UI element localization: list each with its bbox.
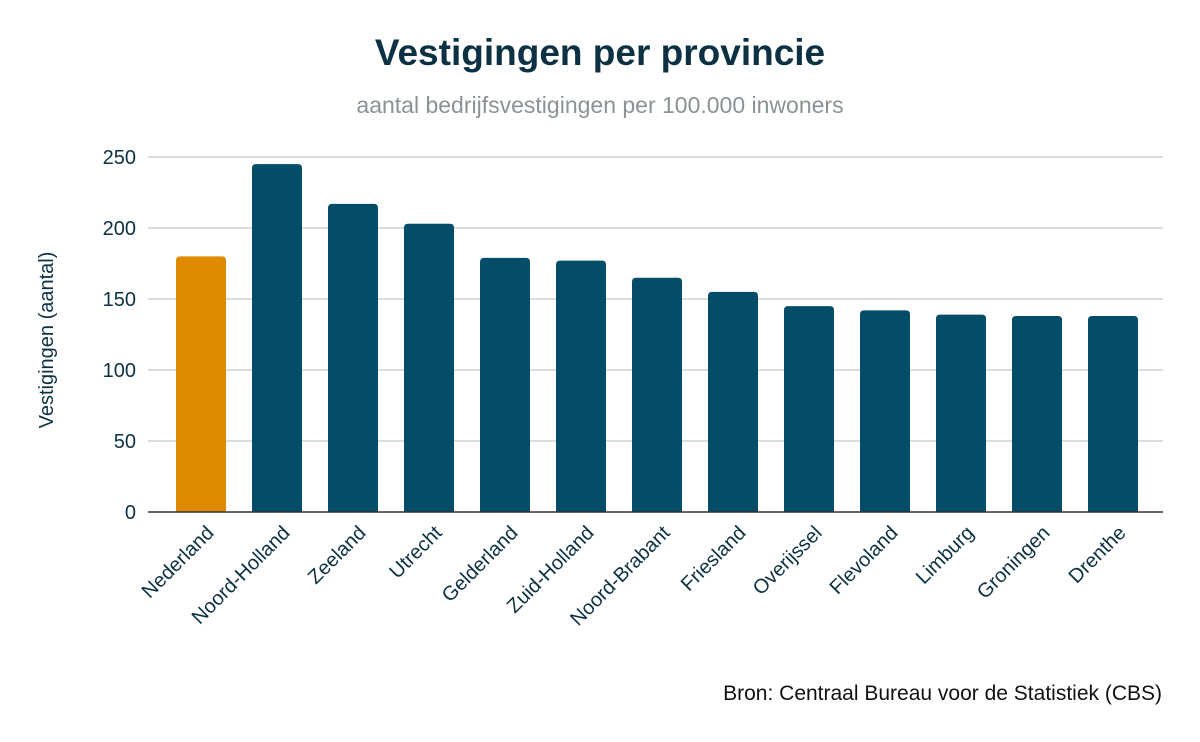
y-tick-label: 100 bbox=[103, 360, 136, 382]
x-tick-label: Drenthe bbox=[1065, 522, 1131, 588]
y-tick-label: 200 bbox=[103, 218, 136, 240]
x-tick-label: Nederland bbox=[138, 522, 219, 603]
bar-limburg bbox=[936, 314, 986, 512]
bar-flevoland bbox=[860, 310, 910, 512]
x-tick-label: Flevoland bbox=[826, 522, 903, 599]
chart-title: Vestigingen per provincie bbox=[374, 32, 826, 73]
bar-noord-brabant bbox=[632, 277, 682, 512]
x-tick-label: Overijssel bbox=[749, 522, 827, 600]
bar-drenthe bbox=[1088, 316, 1138, 512]
bars bbox=[176, 164, 1138, 513]
y-tick-label: 150 bbox=[103, 289, 136, 311]
y-tick-label: 50 bbox=[114, 431, 136, 453]
bar-gelderland bbox=[480, 257, 530, 512]
source-note: Bron: Centraal Bureau voor de Statistiek… bbox=[723, 682, 1162, 705]
bar-zeeland bbox=[328, 203, 378, 513]
bar-friesland bbox=[708, 291, 758, 512]
x-tick-label: Friesland bbox=[677, 522, 751, 596]
x-tick-label: Utrecht bbox=[385, 522, 446, 583]
chart-subtitle: aantal bedrijfsvestigingen per 100.000 i… bbox=[356, 92, 844, 118]
y-tick-label: 0 bbox=[125, 502, 136, 524]
bar-zuid-holland bbox=[556, 260, 606, 512]
bar-overijssel bbox=[784, 306, 834, 512]
y-axis-ticks: 0 50 100 150 200 250 bbox=[103, 147, 136, 524]
x-tick-label: Zeeland bbox=[304, 522, 371, 589]
y-axis-label: Vestigingen (aantal) bbox=[36, 252, 58, 429]
x-tick-label: Limburg bbox=[912, 522, 979, 589]
x-tick-label: Groningen bbox=[973, 522, 1055, 604]
bar-groningen bbox=[1012, 316, 1062, 512]
y-tick-label: 250 bbox=[103, 147, 136, 169]
bar-noord-holland bbox=[252, 164, 302, 512]
bar-nederland bbox=[176, 256, 226, 512]
bar-utrecht bbox=[404, 223, 454, 513]
